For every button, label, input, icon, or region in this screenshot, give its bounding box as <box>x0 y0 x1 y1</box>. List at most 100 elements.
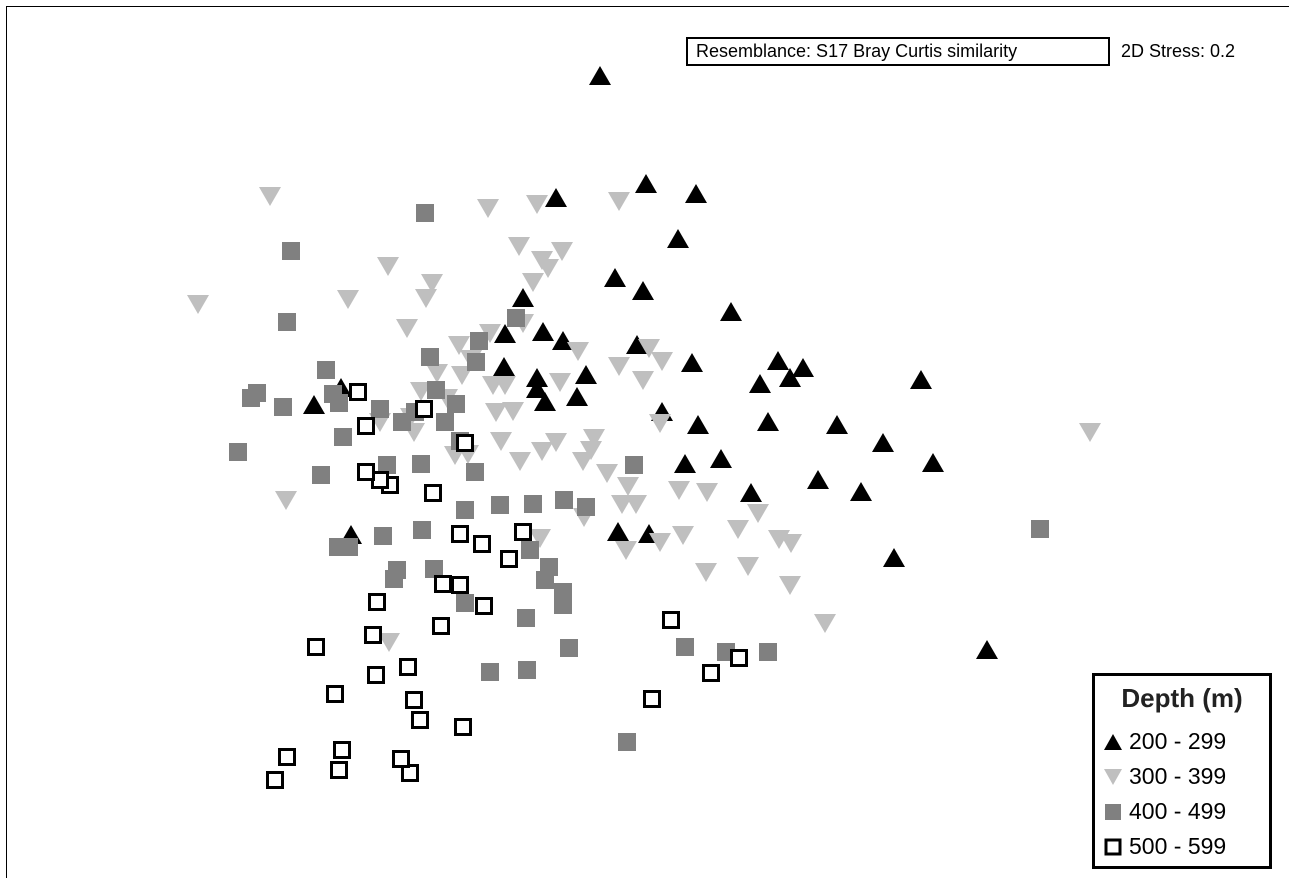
data-point <box>340 538 358 556</box>
data-point <box>551 242 573 261</box>
data-point <box>672 526 694 545</box>
data-point <box>554 583 572 601</box>
data-point <box>668 481 690 500</box>
legend-label: 300 - 399 <box>1129 763 1227 789</box>
data-point <box>467 353 485 371</box>
data-point <box>278 313 296 331</box>
data-point <box>518 661 536 679</box>
data-point <box>632 371 654 390</box>
data-point <box>509 452 531 471</box>
data-point <box>687 415 709 434</box>
data-point <box>580 441 602 460</box>
data-point <box>303 395 325 414</box>
resemblance-label: Resemblance: S17 Bray Curtis similarity <box>686 37 1110 66</box>
data-point <box>426 364 448 383</box>
data-point <box>608 192 630 211</box>
data-point <box>549 373 571 392</box>
data-point <box>575 365 597 384</box>
data-point <box>583 429 605 448</box>
data-point <box>1031 520 1049 538</box>
data-point <box>266 771 284 789</box>
data-point <box>730 649 748 667</box>
data-point <box>572 452 594 471</box>
data-point <box>326 685 344 703</box>
data-point <box>507 309 525 327</box>
data-point <box>454 718 472 736</box>
data-point <box>779 368 801 387</box>
data-point <box>333 741 351 759</box>
data-point <box>681 353 703 372</box>
data-point <box>473 535 491 553</box>
data-point <box>451 576 469 594</box>
data-point <box>524 495 542 513</box>
data-point <box>626 335 648 354</box>
data-point <box>448 336 470 355</box>
data-point <box>424 484 442 502</box>
data-point <box>596 464 618 483</box>
data-point <box>514 523 532 541</box>
data-point <box>1079 423 1101 442</box>
data-point <box>567 342 589 361</box>
data-point <box>643 690 661 708</box>
data-point <box>415 400 433 418</box>
data-point <box>436 413 454 431</box>
data-point <box>493 357 515 376</box>
data-point <box>312 466 330 484</box>
data-point <box>415 289 437 308</box>
data-point <box>780 534 802 553</box>
data-point <box>618 733 636 751</box>
data-point <box>749 374 771 393</box>
data-point <box>589 66 611 85</box>
data-point <box>324 385 342 403</box>
stress-label: 2D Stress: 0.2 <box>1121 41 1236 61</box>
data-point <box>475 597 493 615</box>
data-point <box>479 324 501 343</box>
legend-title: Depth (m) <box>1121 683 1243 713</box>
plot-frame <box>6 6 1289 878</box>
data-point <box>349 383 367 401</box>
data-point <box>608 357 630 376</box>
data-point <box>494 324 516 343</box>
data-point <box>421 274 443 293</box>
data-point <box>282 242 300 260</box>
series-3 <box>266 383 748 789</box>
data-point <box>577 498 595 516</box>
data-point <box>367 666 385 684</box>
data-point <box>662 611 680 629</box>
data-point <box>377 257 399 276</box>
data-point <box>635 174 657 193</box>
data-point <box>371 400 389 418</box>
data-point <box>695 563 717 582</box>
data-point <box>517 609 535 627</box>
data-point <box>649 533 671 552</box>
data-point <box>470 332 488 350</box>
series-2 <box>229 204 1049 751</box>
data-point <box>883 548 905 567</box>
data-point <box>477 199 499 218</box>
data-point <box>374 527 392 545</box>
data-point <box>792 358 814 377</box>
data-point <box>667 229 689 248</box>
data-point <box>421 348 439 366</box>
data-point <box>814 614 836 633</box>
data-point <box>378 633 400 652</box>
data-point <box>702 664 720 682</box>
data-point <box>388 561 406 579</box>
data-point <box>522 273 544 292</box>
data-point <box>364 626 382 644</box>
data-point <box>910 370 932 389</box>
data-point <box>357 417 375 435</box>
data-point <box>651 352 673 371</box>
data-point <box>617 477 639 496</box>
data-point <box>540 558 558 576</box>
data-point <box>872 433 894 452</box>
legend-label: 500 - 599 <box>1129 833 1227 859</box>
data-point <box>259 187 281 206</box>
data-point <box>451 525 469 543</box>
data-point <box>531 251 553 270</box>
data-point <box>545 433 567 452</box>
data-point <box>922 453 944 472</box>
data-point <box>555 491 573 509</box>
data-point <box>412 455 430 473</box>
data-point <box>392 750 410 768</box>
